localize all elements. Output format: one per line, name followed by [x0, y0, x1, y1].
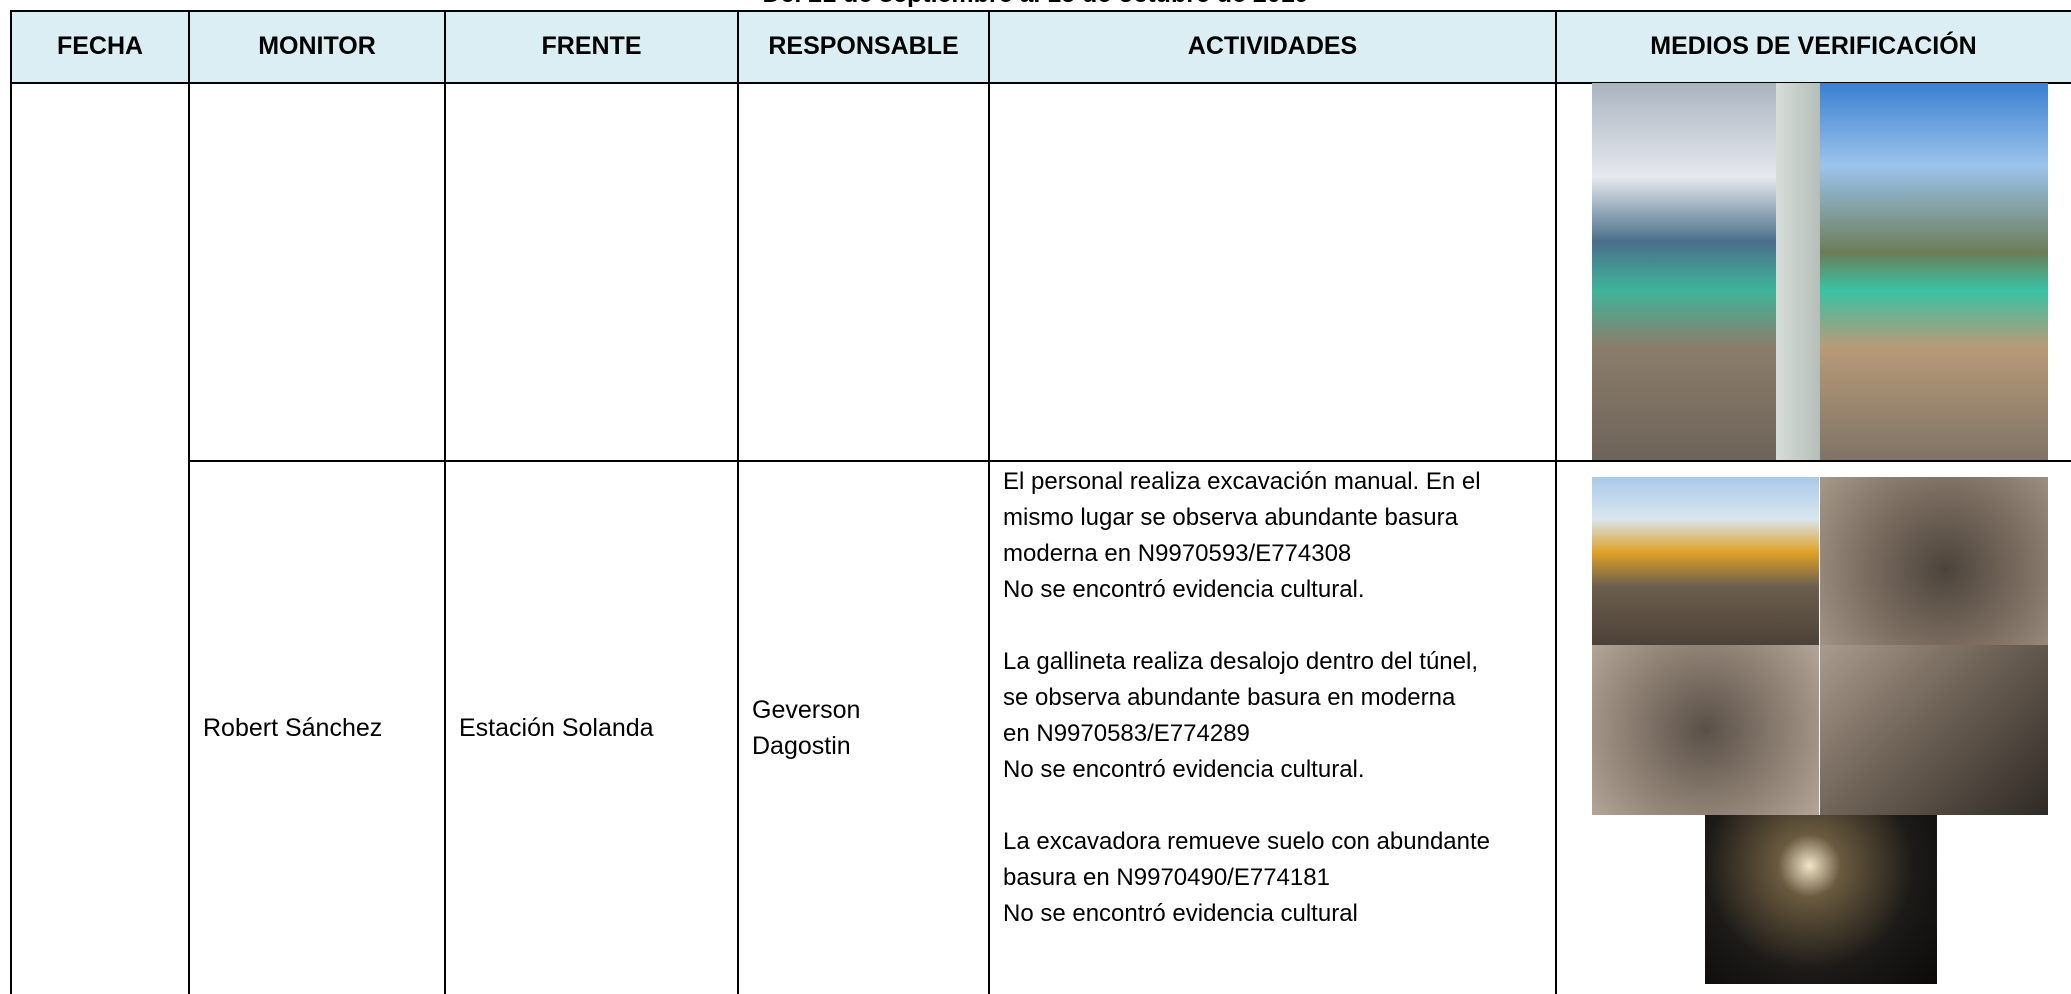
border: [444, 10, 446, 994]
text-line: No se encontró evidencia cultural.: [1003, 756, 1365, 783]
text-line: La gallineta realiza desalojo dentro del…: [1003, 648, 1478, 675]
text-line: Geverson: [752, 696, 861, 724]
subtitle: Del 21 de septiembre al 15 de octubre de…: [0, 0, 2071, 9]
actividades-cell: El personal realiza excavación manual. E…: [1003, 464, 1490, 968]
column-header: MEDIOS DE VERIFICACIÓN: [1556, 11, 2071, 82]
photo: [1592, 477, 1819, 645]
photo-detail: [1776, 83, 1820, 460]
border: [1555, 10, 1557, 994]
photo: [1705, 815, 1937, 984]
text-line: moderna en N9970593/E774308: [1003, 540, 1352, 567]
text-line: La excavadora remueve suelo con abundant…: [1003, 828, 1491, 855]
border: [11, 82, 2071, 84]
border: [10, 10, 12, 994]
column-header: FECHA: [11, 11, 189, 82]
photo: [1820, 645, 2048, 815]
border: [188, 10, 190, 994]
text-line: se observa abundante basura en moderna: [1003, 684, 1456, 711]
border: [988, 10, 990, 994]
paragraph: La gallineta realiza desalojo dentro del…: [1003, 644, 1490, 788]
cell-text: Estación Solanda: [459, 713, 654, 742]
paragraph: El personal realiza excavación manual. E…: [1003, 464, 1490, 608]
frente-cell: Estación Solanda: [445, 462, 752, 994]
border: [737, 10, 739, 994]
cell-text: Robert Sánchez: [203, 713, 383, 742]
photo: [1820, 477, 2048, 645]
text-line: en N9970583/E774289: [1003, 720, 1250, 747]
column-header: RESPONSABLE: [738, 11, 989, 82]
text-line: No se encontró evidencia cultural: [1003, 900, 1358, 927]
text-line: basura en N9970490/E774181: [1003, 864, 1330, 891]
column-header: MONITOR: [189, 11, 445, 82]
photo: [1592, 645, 1819, 815]
column-header: FRENTE: [445, 11, 738, 82]
border: [11, 10, 2071, 12]
photo: [1820, 83, 2048, 460]
monitor-cell: Robert Sánchez: [189, 462, 459, 994]
responsable-cell: Geverson Dagostin: [738, 462, 1003, 994]
border: [189, 460, 2071, 462]
text-line: Dagostin: [752, 732, 851, 760]
text-line: El personal realiza excavación manual. E…: [1003, 468, 1481, 495]
column-header: ACTIVIDADES: [989, 11, 1556, 82]
paragraph: La excavadora remueve suelo con abundant…: [1003, 824, 1490, 932]
text-line: No se encontró evidencia cultural.: [1003, 576, 1365, 603]
text-line: mismo lugar se observa abundante basura: [1003, 504, 1458, 531]
cell-text: Geverson Dagostin: [752, 692, 860, 764]
